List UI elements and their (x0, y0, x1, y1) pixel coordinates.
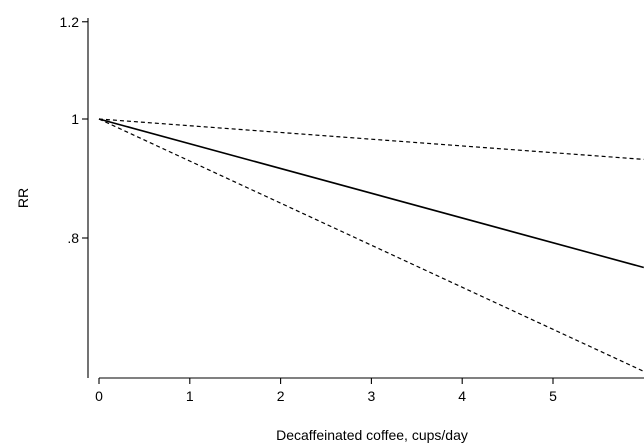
x-tick-label: 4 (458, 388, 466, 404)
x-tick-label: 2 (277, 388, 285, 404)
series-estimate-line-0 (98, 118, 644, 269)
x-tick-label: 5 (549, 388, 557, 404)
series-ci-line-2 (98, 118, 644, 372)
x-tick-label: 0 (95, 388, 103, 404)
series-layer (98, 118, 644, 372)
y-tick-label: .8 (67, 230, 79, 246)
plot-area: .8 1 1.2 0 1 2 3 4 5 (60, 14, 644, 404)
series-ci-line-1 (98, 118, 644, 160)
y-ticks: .8 1 1.2 (60, 14, 88, 246)
y-axis-label: RR (15, 188, 31, 208)
x-tick-label: 3 (368, 388, 376, 404)
x-axis-label: Decaffeinated coffee, cups/day (276, 427, 468, 443)
x-ticks: 0 1 2 3 4 5 (95, 378, 557, 404)
y-tick-label: 1.2 (60, 14, 80, 30)
x-tick-label: 1 (186, 388, 194, 404)
y-tick-label: 1 (71, 111, 79, 127)
